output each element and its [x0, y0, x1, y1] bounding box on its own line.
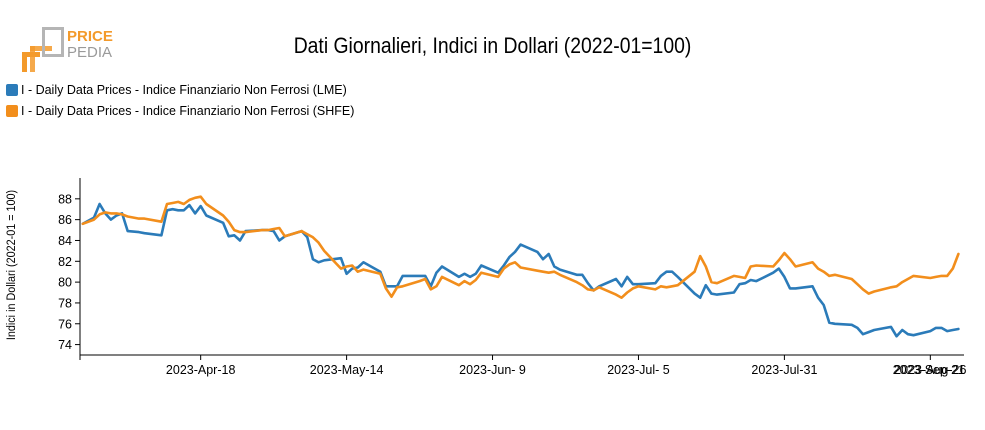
y-tick-label: 78	[58, 296, 72, 310]
legend-item-lme[interactable]: I - Daily Data Prices - Indice Finanziar…	[6, 79, 354, 100]
x-tick-label: 2023-Jul-31	[751, 363, 817, 377]
logo-text-top: PRICE	[67, 28, 113, 45]
legend-item-shfe[interactable]: I - Daily Data Prices - Indice Finanziar…	[6, 100, 354, 121]
series-line-shfe[interactable]	[81, 195, 960, 300]
legend-swatch-lme	[6, 83, 18, 96]
legend-label-shfe: I - Daily Data Prices - Indice Finanziar…	[21, 103, 355, 118]
x-tick-label: 2023-May-14	[310, 363, 384, 377]
series-layer	[81, 195, 960, 338]
y-tick-label: 88	[58, 192, 72, 206]
y-tick-label: 74	[58, 338, 72, 352]
pricepedia-logo: PRICE PEDIA	[22, 27, 113, 72]
legend: I - Daily Data Prices - Indice Finanziar…	[6, 79, 354, 121]
legend-label-lme: I - Daily Data Prices - Indice Finanziar…	[21, 82, 347, 97]
logo-text-bottom: PEDIA	[67, 44, 112, 61]
legend-swatch-shfe	[6, 104, 18, 117]
x-tick-label: 2023-Aug-26	[894, 363, 966, 377]
x-tick-label: 2023-Jul- 5	[607, 363, 670, 377]
y-axis-label: Indici in Dollari (2022-01 = 100)	[6, 190, 19, 340]
x-tick-label: 2023-Jun- 9	[459, 363, 526, 377]
series-line-lme[interactable]	[81, 202, 960, 338]
x-tick-label: 2023-Sep-21	[893, 363, 965, 377]
y-axis: 74 76 78 80 82 84 86 88	[58, 178, 81, 355]
x-tick-label: 2023-Apr-18	[166, 363, 236, 377]
y-tick-label: 86	[58, 213, 72, 227]
y-tick-label: 76	[58, 317, 72, 331]
x-axis: 2023-Apr-18 2023-May-14 2023-Jun- 9 2023-Ju…	[79, 354, 967, 377]
y-tick-label: 82	[58, 255, 72, 269]
y-tick-label: 80	[58, 276, 72, 290]
chart-title: Dati Giornalieri, Indici in Dollari (202…	[293, 33, 692, 58]
logo-mark	[22, 27, 64, 72]
y-tick-label: 84	[58, 234, 72, 248]
